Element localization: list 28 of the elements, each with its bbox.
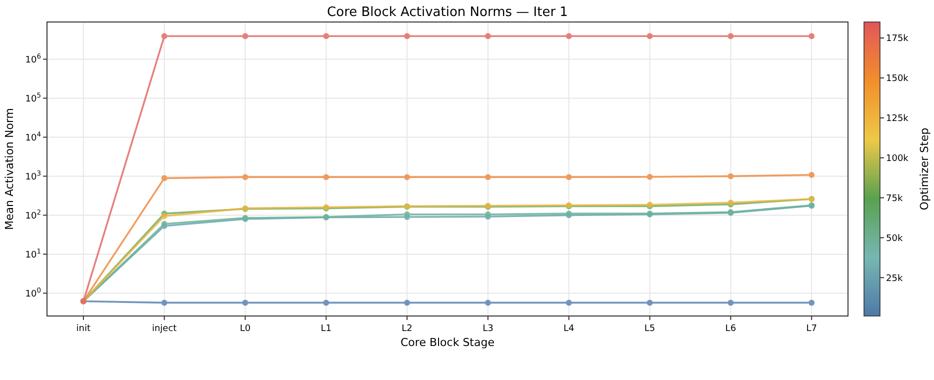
color-bar-label: 150k xyxy=(886,74,910,84)
color-bar-label: 25k xyxy=(886,274,904,284)
chart-title: Core Block Activation Norms — Iter 1 xyxy=(327,5,568,20)
x-tick-label: L2 xyxy=(402,324,412,334)
y-tick-label: 10$^{5}$ xyxy=(25,91,41,104)
x-tick-label: L1 xyxy=(320,324,332,334)
x-tick-label: inject xyxy=(152,324,178,334)
x-tick-label: L7 xyxy=(806,324,817,334)
y-tick-label: 10$^{4}$ xyxy=(25,130,41,144)
x-axis-title: Core Block Stage xyxy=(400,336,495,349)
y-tick-label: 10$^{3}$ xyxy=(25,169,41,182)
color-bar-label: 125k xyxy=(886,114,910,124)
y-tick-label: 10$^{6}$ xyxy=(25,52,41,66)
x-tick-label: L0 xyxy=(240,324,251,334)
x-tick-label: L3 xyxy=(482,324,494,334)
y-tick-label: 10$^{2}$ xyxy=(25,208,41,222)
color-bar-label: 100k xyxy=(886,154,910,164)
y-axis-title: Mean Activation Norm xyxy=(3,108,16,230)
color-bar-label: 75k xyxy=(886,194,904,204)
color-bar-title: Optimizer Step xyxy=(918,128,931,210)
x-tick-label: L4 xyxy=(563,324,575,334)
color-bar-label: 50k xyxy=(886,234,904,244)
x-tick-label: init xyxy=(76,324,91,334)
x-tick-label: L6 xyxy=(725,324,736,334)
x-tick-label: L5 xyxy=(644,324,656,334)
y-tick-label: 10$^{0}$ xyxy=(25,286,41,300)
y-tick-label: 10$^{1}$ xyxy=(25,247,41,260)
color-bar-label: 175k xyxy=(886,34,910,44)
